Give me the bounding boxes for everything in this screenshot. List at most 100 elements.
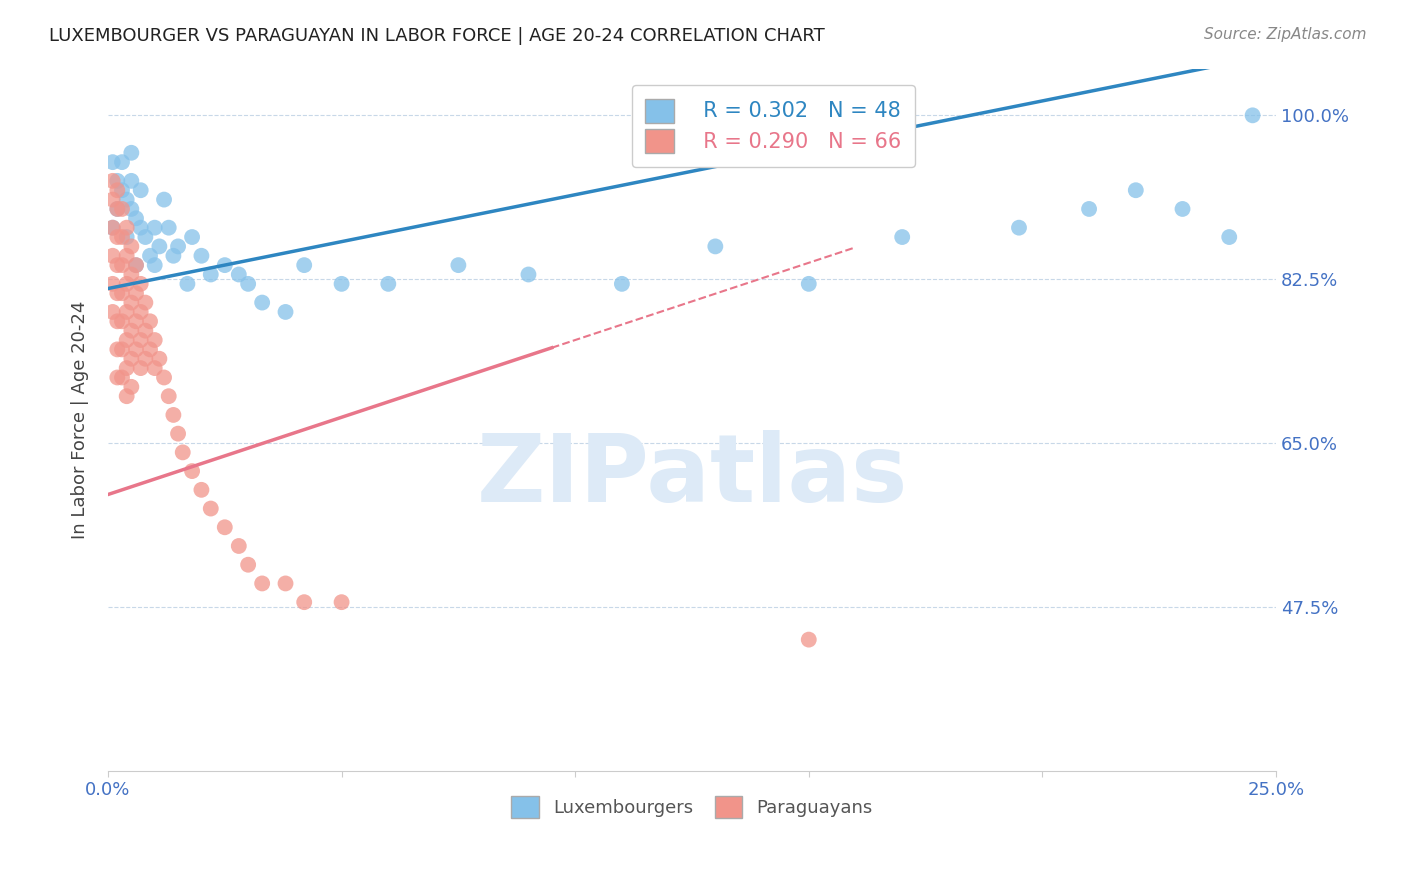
Point bbox=[101, 305, 124, 319]
Point bbox=[111, 230, 134, 244]
Point bbox=[129, 183, 152, 197]
Point bbox=[105, 230, 128, 244]
Point bbox=[134, 230, 156, 244]
Point bbox=[111, 370, 134, 384]
Point bbox=[162, 408, 184, 422]
Point bbox=[105, 258, 128, 272]
Point bbox=[143, 220, 166, 235]
Point bbox=[105, 202, 128, 216]
Point bbox=[101, 249, 124, 263]
Point bbox=[111, 155, 134, 169]
Point bbox=[120, 380, 142, 394]
Point bbox=[101, 220, 124, 235]
Point bbox=[447, 258, 470, 272]
Point bbox=[115, 249, 138, 263]
Point bbox=[115, 305, 138, 319]
Point bbox=[1241, 108, 1264, 122]
Point bbox=[797, 277, 820, 291]
Point bbox=[148, 351, 170, 366]
Point bbox=[1078, 202, 1101, 216]
Point bbox=[172, 445, 194, 459]
Point bbox=[1218, 230, 1240, 244]
Point bbox=[292, 595, 315, 609]
Point bbox=[167, 239, 190, 253]
Point bbox=[115, 277, 138, 291]
Point bbox=[167, 426, 190, 441]
Point bbox=[143, 361, 166, 376]
Point bbox=[115, 361, 138, 376]
Point bbox=[111, 314, 134, 328]
Point bbox=[125, 258, 148, 272]
Point bbox=[125, 211, 148, 226]
Point bbox=[115, 333, 138, 347]
Point bbox=[200, 268, 222, 282]
Point bbox=[1171, 202, 1194, 216]
Point bbox=[105, 343, 128, 357]
Legend: Luxembourgers, Paraguayans: Luxembourgers, Paraguayans bbox=[505, 789, 880, 825]
Point bbox=[139, 314, 162, 328]
Point bbox=[250, 295, 273, 310]
Point bbox=[228, 539, 250, 553]
Point bbox=[236, 277, 259, 291]
Point bbox=[181, 464, 204, 478]
Point bbox=[101, 155, 124, 169]
Point bbox=[200, 501, 222, 516]
Point bbox=[134, 295, 156, 310]
Point bbox=[176, 277, 198, 291]
Text: LUXEMBOURGER VS PARAGUAYAN IN LABOR FORCE | AGE 20-24 CORRELATION CHART: LUXEMBOURGER VS PARAGUAYAN IN LABOR FORC… bbox=[49, 27, 825, 45]
Point bbox=[120, 324, 142, 338]
Point bbox=[181, 230, 204, 244]
Point bbox=[214, 258, 236, 272]
Point bbox=[115, 389, 138, 403]
Point bbox=[101, 193, 124, 207]
Point bbox=[157, 220, 180, 235]
Point bbox=[1125, 183, 1147, 197]
Point bbox=[274, 305, 297, 319]
Point bbox=[129, 361, 152, 376]
Point bbox=[105, 314, 128, 328]
Point bbox=[148, 239, 170, 253]
Point bbox=[115, 193, 138, 207]
Point bbox=[190, 249, 212, 263]
Point bbox=[153, 193, 176, 207]
Y-axis label: In Labor Force | Age 20-24: In Labor Force | Age 20-24 bbox=[72, 301, 89, 539]
Point bbox=[115, 220, 138, 235]
Point bbox=[120, 351, 142, 366]
Point bbox=[129, 305, 152, 319]
Text: ZIPatlas: ZIPatlas bbox=[477, 430, 908, 522]
Point bbox=[105, 202, 128, 216]
Point bbox=[274, 576, 297, 591]
Point bbox=[120, 239, 142, 253]
Point bbox=[105, 174, 128, 188]
Point bbox=[129, 277, 152, 291]
Point bbox=[157, 389, 180, 403]
Point bbox=[228, 268, 250, 282]
Point bbox=[377, 277, 399, 291]
Point bbox=[120, 295, 142, 310]
Point bbox=[139, 343, 162, 357]
Point bbox=[111, 258, 134, 272]
Point bbox=[111, 343, 134, 357]
Point bbox=[139, 249, 162, 263]
Point bbox=[129, 333, 152, 347]
Point bbox=[120, 268, 142, 282]
Point bbox=[120, 145, 142, 160]
Point bbox=[101, 277, 124, 291]
Point bbox=[125, 258, 148, 272]
Point bbox=[120, 174, 142, 188]
Point bbox=[111, 286, 134, 301]
Point bbox=[105, 370, 128, 384]
Point bbox=[105, 286, 128, 301]
Point bbox=[105, 183, 128, 197]
Point bbox=[330, 595, 353, 609]
Point bbox=[115, 230, 138, 244]
Point bbox=[101, 220, 124, 235]
Point bbox=[236, 558, 259, 572]
Point bbox=[129, 220, 152, 235]
Point bbox=[125, 286, 148, 301]
Point bbox=[134, 324, 156, 338]
Point bbox=[111, 202, 134, 216]
Point bbox=[101, 174, 124, 188]
Point bbox=[120, 202, 142, 216]
Point bbox=[610, 277, 633, 291]
